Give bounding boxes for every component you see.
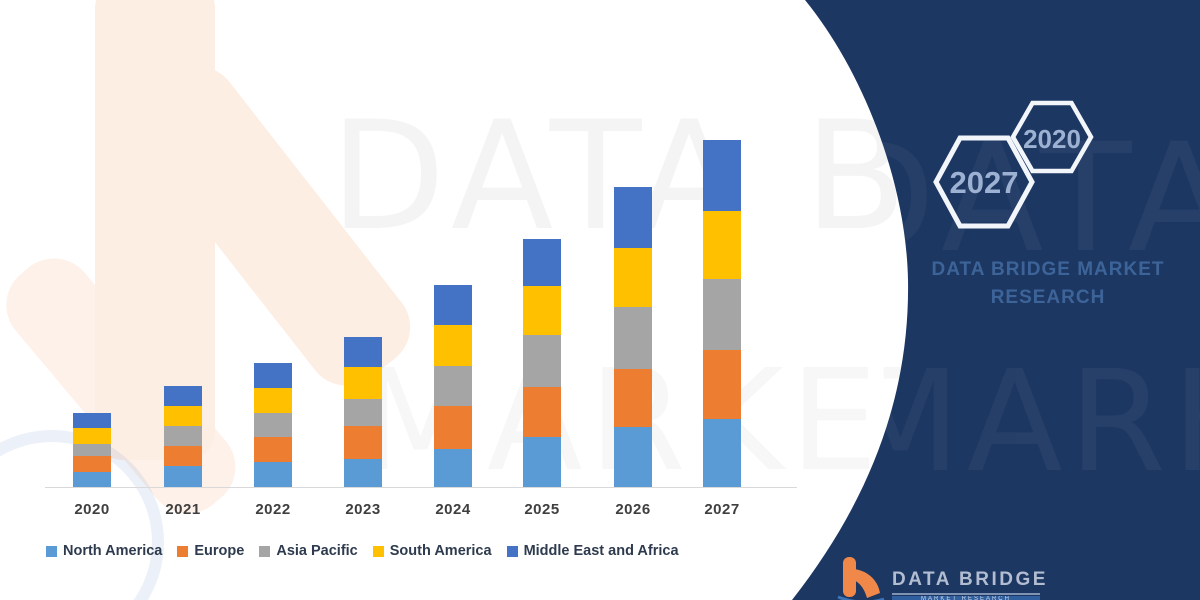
footer-logo-underline <box>892 593 1040 595</box>
legend-swatch-icon <box>46 545 57 557</box>
legend-item-asia-pacific: Asia Pacific <box>259 543 358 559</box>
bar-segment-2025-middle-east-and-africa <box>523 239 561 286</box>
bar-2020 <box>73 413 111 487</box>
footer-logo-subtitle: MARKET RESEARCH <box>892 596 1040 600</box>
bar-segment-2021-north-america <box>164 466 202 487</box>
legend-swatch-icon <box>177 545 189 557</box>
x-axis-label-2025: 2025 <box>524 501 560 518</box>
bar-segment-2020-north-america <box>73 472 111 487</box>
bar-2023 <box>344 337 382 487</box>
bar-segment-2022-south-america <box>254 388 292 413</box>
x-axis-label-2026: 2026 <box>615 501 651 518</box>
bar-segment-2023-europe <box>344 426 382 459</box>
bar-segment-2021-middle-east-and-africa <box>164 386 202 406</box>
footer-logo-title: DATA BRIDGE <box>892 569 1048 590</box>
bar-2021 <box>164 386 202 487</box>
bar-2025 <box>523 239 561 487</box>
brand-title: DATA BRIDGE MARKET RESEARCH <box>928 256 1168 312</box>
hexagon-2020-icon <box>1010 100 1094 174</box>
legend-item-south-america: South America <box>372 543 492 559</box>
legend-label: South America <box>389 543 492 559</box>
bar-2027 <box>703 140 741 487</box>
bar-2026 <box>614 187 652 487</box>
hexagon-2027-icon <box>933 135 1035 229</box>
x-axis-label-2020: 2020 <box>74 501 110 518</box>
side-panel-shape <box>792 0 1200 600</box>
bar-segment-2025-south-america <box>523 286 561 335</box>
bar-segment-2024-asia-pacific <box>434 366 472 406</box>
x-axis-label-2023: 2023 <box>345 501 381 518</box>
stacked-bar-chart <box>73 140 741 487</box>
bar-segment-2021-south-america <box>164 406 202 426</box>
x-axis-label-2021: 2021 <box>165 501 201 518</box>
legend-item-europe: Europe <box>177 543 244 559</box>
bar-segment-2026-middle-east-and-africa <box>614 187 652 248</box>
x-axis-label-2024: 2024 <box>435 501 471 518</box>
data-bridge-logo <box>837 557 885 600</box>
bar-segment-2020-europe <box>73 456 111 472</box>
bar-segment-2022-north-america <box>254 462 292 487</box>
bar-segment-2024-south-america <box>434 325 472 366</box>
legend-swatch-icon <box>506 545 518 557</box>
legend-label: Middle East and Africa <box>523 543 679 559</box>
bar-segment-2025-north-america <box>523 437 561 487</box>
bar-segment-2022-asia-pacific <box>254 413 292 437</box>
bar-segment-2021-asia-pacific <box>164 426 202 446</box>
brand-title-line1: DATA BRIDGE MARKET <box>931 259 1165 280</box>
bar-segment-2020-middle-east-and-africa <box>73 413 111 428</box>
bar-segment-2024-europe <box>434 406 472 449</box>
bar-segment-2023-middle-east-and-africa <box>344 337 382 367</box>
bar-segment-2020-south-america <box>73 428 111 444</box>
bar-segment-2026-north-america <box>614 427 652 487</box>
brand-title-line2: RESEARCH <box>990 287 1106 308</box>
x-axis-line <box>45 487 797 488</box>
chart-legend: North America Europe Asia Pacific South Ame… <box>46 543 679 559</box>
legend-item-north-america: North America <box>46 543 162 559</box>
bar-segment-2027-middle-east-and-africa <box>703 140 741 211</box>
legend-label: Asia Pacific <box>276 543 358 559</box>
x-axis-label-2027: 2027 <box>704 501 740 518</box>
svg-text:MARKET RESEARCH: MARKET RESEARCH <box>840 341 1200 504</box>
x-axis-label-2022: 2022 <box>255 501 291 518</box>
bar-segment-2025-asia-pacific <box>523 335 561 387</box>
bar-segment-2021-europe <box>164 446 202 466</box>
bar-segment-2020-asia-pacific <box>73 444 111 456</box>
legend-label: North America <box>63 543 163 559</box>
legend-swatch-icon <box>259 545 271 557</box>
legend-item-middle-east-and-africa: Middle East and Africa <box>506 543 679 559</box>
bar-segment-2027-asia-pacific <box>703 279 741 350</box>
bar-segment-2026-asia-pacific <box>614 307 652 369</box>
bar-segment-2027-south-america <box>703 211 741 279</box>
bar-segment-2026-south-america <box>614 248 652 307</box>
legend-swatch-icon <box>372 545 384 557</box>
legend-label: Europe <box>194 543 245 559</box>
bar-segment-2026-europe <box>614 369 652 427</box>
bar-segment-2023-asia-pacific <box>344 399 382 426</box>
bar-segment-2022-middle-east-and-africa <box>254 363 292 388</box>
hexagon-year-2020: 2020 <box>1023 124 1081 154</box>
bar-segment-2024-north-america <box>434 449 472 487</box>
bar-2024 <box>434 285 472 487</box>
bar-segment-2024-middle-east-and-africa <box>434 285 472 325</box>
bar-2022 <box>254 363 292 487</box>
bar-segment-2025-europe <box>523 387 561 437</box>
bar-segment-2022-europe <box>254 437 292 462</box>
bar-segment-2027-europe <box>703 350 741 419</box>
bar-segment-2023-north-america <box>344 459 382 487</box>
bar-segment-2027-north-america <box>703 419 741 487</box>
hexagon-year-2027: 2027 <box>949 165 1019 200</box>
bar-segment-2023-south-america <box>344 367 382 399</box>
